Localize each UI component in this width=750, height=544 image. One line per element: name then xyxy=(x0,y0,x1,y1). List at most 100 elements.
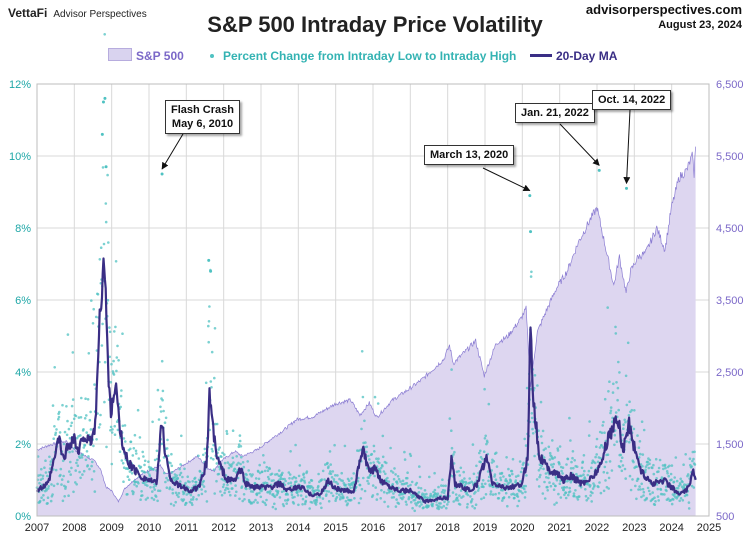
scatter-point xyxy=(509,479,513,482)
scatter-point xyxy=(240,455,243,459)
scatter-point xyxy=(270,472,274,476)
scatter-point xyxy=(70,421,74,425)
scatter-point xyxy=(200,488,203,491)
scatter-point xyxy=(231,487,234,490)
scatter-point xyxy=(182,491,186,494)
scatter-point xyxy=(621,433,624,437)
scatter-point xyxy=(149,486,152,489)
scatter-point xyxy=(238,439,242,443)
scatter-point xyxy=(597,168,601,172)
scatter-point xyxy=(640,420,644,424)
scatter-point xyxy=(330,491,333,495)
scatter-point xyxy=(537,485,541,488)
scatter-point xyxy=(628,400,631,404)
scatter-point xyxy=(401,479,405,483)
scatter-point xyxy=(603,431,606,435)
scatter-point xyxy=(551,439,554,442)
scatter-point xyxy=(660,476,664,479)
scatter-point xyxy=(254,498,257,502)
scatter-point xyxy=(65,433,69,437)
x-tick-label: 2019 xyxy=(473,522,497,534)
scatter-point xyxy=(646,463,649,467)
scatter-point xyxy=(393,467,396,470)
scatter-point xyxy=(541,492,545,495)
scatter-point xyxy=(226,487,230,491)
scatter-point xyxy=(177,491,181,495)
scatter-point xyxy=(63,495,66,498)
scatter-point xyxy=(76,458,79,462)
scatter-point xyxy=(213,492,216,495)
scatter-point xyxy=(44,459,47,463)
y-left-tick-label: 10% xyxy=(9,151,31,163)
scatter-point xyxy=(124,440,127,443)
scatter-point xyxy=(385,479,389,483)
scatter-point xyxy=(367,482,370,485)
scatter-point xyxy=(568,490,572,493)
scatter-point xyxy=(310,501,314,504)
scatter-point xyxy=(207,324,210,328)
scatter-point xyxy=(273,495,277,499)
scatter-point xyxy=(561,472,564,475)
scatter-point xyxy=(269,489,272,493)
scatter-point xyxy=(647,466,651,470)
scatter-point xyxy=(448,417,452,420)
scatter-point xyxy=(611,391,615,394)
scatter-point xyxy=(648,462,651,466)
legend-label-percent-change: Percent Change from Intraday Low to Intr… xyxy=(223,49,517,63)
scatter-point xyxy=(87,352,91,355)
scatter-point xyxy=(462,470,466,474)
scatter-point xyxy=(344,499,348,503)
scatter-point xyxy=(569,467,573,470)
scatter-point xyxy=(295,480,298,483)
scatter-point xyxy=(602,489,606,493)
scatter-point xyxy=(558,482,562,486)
scatter-point xyxy=(179,480,182,483)
scatter-point xyxy=(327,465,330,468)
scatter-point xyxy=(464,482,468,485)
scatter-point xyxy=(226,483,229,487)
scatter-point xyxy=(519,470,523,474)
scatter-point xyxy=(544,447,547,450)
scatter-point xyxy=(523,437,526,441)
scatter-point xyxy=(266,469,270,473)
scatter-point xyxy=(417,491,421,494)
scatter-point xyxy=(255,492,259,495)
scatter-point xyxy=(349,498,353,502)
scatter-point xyxy=(487,479,490,483)
scatter-point xyxy=(82,469,86,473)
scatter-point xyxy=(581,460,585,464)
scatter-point xyxy=(302,472,306,476)
scatter-point xyxy=(565,486,569,489)
scatter-point xyxy=(438,505,441,508)
scatter-point xyxy=(567,493,570,497)
scatter-point xyxy=(220,455,223,459)
scatter-point xyxy=(492,485,495,489)
scatter-point xyxy=(328,450,332,453)
scatter-point xyxy=(648,492,652,496)
x-tick-label: 2024 xyxy=(659,522,683,534)
scatter-point xyxy=(471,505,474,508)
scatter-point xyxy=(571,450,575,453)
scatter-point xyxy=(121,424,125,428)
scatter-point xyxy=(215,422,219,426)
scatter-point xyxy=(115,369,118,373)
scatter-point xyxy=(469,495,472,498)
scatter-point xyxy=(411,506,414,510)
scatter-point xyxy=(584,488,587,491)
scatter-point xyxy=(68,436,72,440)
scatter-point xyxy=(478,451,481,455)
scatter-point xyxy=(116,428,120,432)
scatter-point xyxy=(406,471,409,475)
scatter-point xyxy=(284,499,287,502)
scatter-point xyxy=(276,490,280,493)
scatter-point xyxy=(274,507,278,511)
scatter-point xyxy=(113,433,117,437)
scatter-point xyxy=(287,471,291,474)
scatter-point xyxy=(629,488,633,492)
scatter-point xyxy=(233,467,237,471)
scatter-point xyxy=(39,473,42,477)
scatter-point xyxy=(465,491,469,494)
x-tick-label: 2008 xyxy=(62,522,86,534)
scatter-point xyxy=(248,473,252,476)
scatter-point xyxy=(508,474,512,478)
